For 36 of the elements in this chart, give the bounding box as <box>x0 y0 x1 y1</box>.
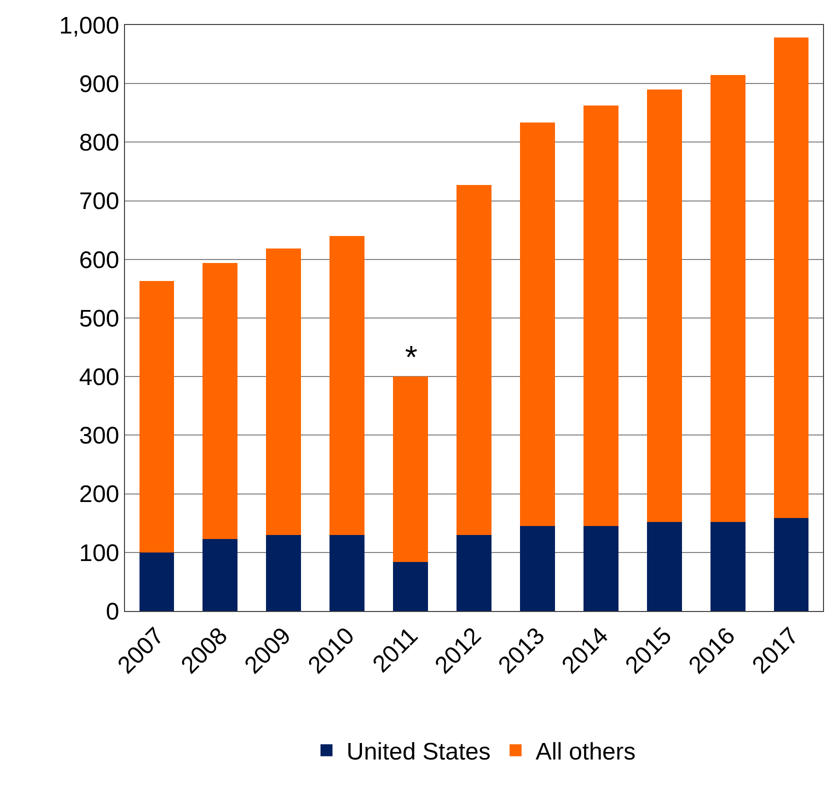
legend-label: All others <box>536 738 636 766</box>
y-tick-label: 300 <box>79 422 120 450</box>
legend-label: United States <box>346 738 491 766</box>
y-tick-label: 200 <box>79 481 120 508</box>
bar <box>139 281 174 552</box>
y-tick-label: 900 <box>79 71 120 98</box>
bar <box>646 522 682 611</box>
bar <box>456 534 492 611</box>
bar <box>139 552 174 611</box>
bar <box>393 562 428 611</box>
bar <box>202 262 238 539</box>
bar <box>393 376 428 562</box>
annotation: * <box>405 339 418 375</box>
y-tick-label: 700 <box>79 188 120 216</box>
y-tick-label: 500 <box>79 305 120 332</box>
bar <box>266 534 302 611</box>
bar <box>774 37 809 518</box>
bar <box>520 122 555 526</box>
bar <box>456 184 492 535</box>
y-tick-label: 800 <box>79 130 120 157</box>
bar <box>583 105 618 526</box>
bar <box>646 89 682 522</box>
bar <box>330 236 365 535</box>
bar <box>774 518 809 611</box>
bar <box>520 526 555 611</box>
bar <box>710 74 746 522</box>
bar <box>330 534 365 611</box>
bar <box>202 538 238 611</box>
y-tick-label: 0 <box>106 598 120 626</box>
y-tick-label: 400 <box>79 364 120 391</box>
y-tick-label: 1,000 <box>59 12 120 40</box>
y-tick-label: 100 <box>79 540 120 567</box>
y-tick-label: 600 <box>79 246 120 274</box>
bar <box>710 522 746 611</box>
bar <box>266 248 302 535</box>
bar <box>583 526 618 611</box>
